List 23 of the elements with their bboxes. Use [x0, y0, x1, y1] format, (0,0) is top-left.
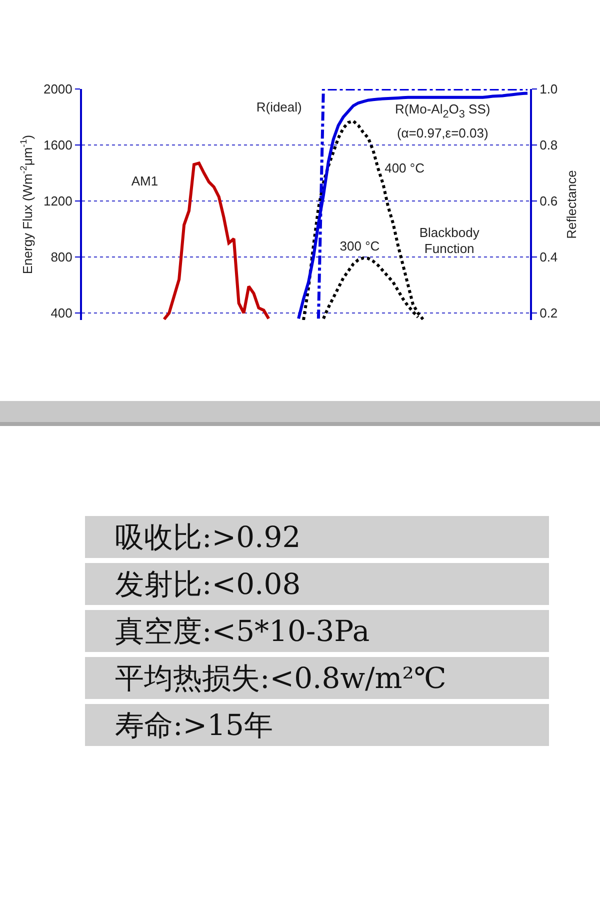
y-tick-label: 400: [50, 306, 72, 321]
annotation: (α=0.97,ε=0.03): [396, 125, 488, 140]
y2-tick-label: 0.8: [540, 138, 558, 153]
y2-tick-label: 0.4: [540, 250, 558, 265]
text: 平均热损失:<0.8w/m²℃: [85, 657, 549, 699]
y2-tick-label: 0.2: [540, 306, 558, 321]
text: 吸收比:>0.92: [85, 516, 549, 558]
text: 发射比:<0.08: [85, 563, 549, 605]
y2-tick-label: 1.0: [540, 82, 558, 97]
series-label: 400 °C: [384, 160, 424, 176]
y2-axis-title: Reflectance: [564, 170, 579, 239]
y-tick-label: 1200: [43, 194, 72, 209]
text: AM1: [131, 174, 158, 189]
annotation: Blackbody Function: [418, 225, 480, 258]
y-tick-label: 800: [50, 250, 72, 265]
series-label: R(Mo-Al$_{2}$O$_{3}$ SS): [395, 102, 490, 120]
y-tick-label: 2000: [43, 82, 72, 97]
text: 寿命:>15年: [85, 704, 549, 746]
series-label: R(ideal): [256, 100, 302, 115]
y2-tick-label: 0.6: [540, 194, 558, 209]
y-tick-label: 1600: [43, 138, 72, 153]
text: 真空度:<5*10-3Pa: [85, 610, 549, 652]
series-label: 300 °C: [340, 238, 380, 254]
